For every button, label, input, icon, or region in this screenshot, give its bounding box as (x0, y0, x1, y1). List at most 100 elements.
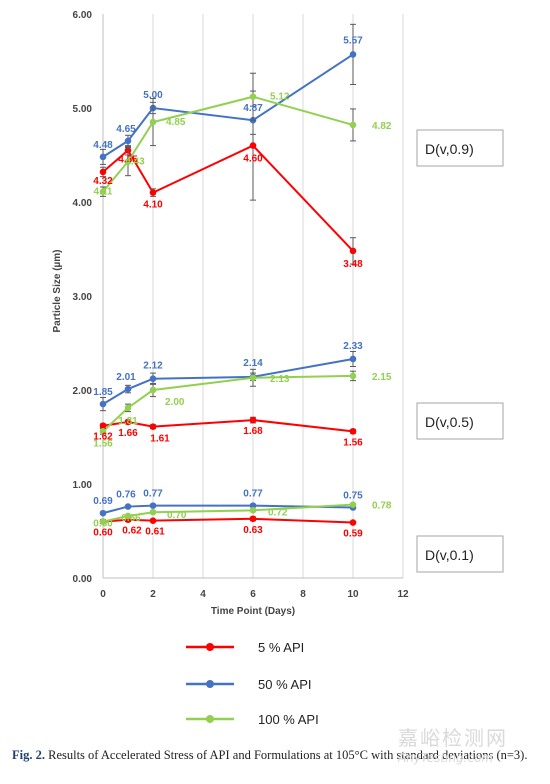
data-point (349, 519, 357, 526)
data-point (99, 422, 107, 430)
data-point (124, 418, 132, 426)
data-point (349, 355, 357, 363)
data-label: 2.13 (270, 374, 290, 385)
legend-swatch-marker (206, 680, 214, 688)
watermark-line1: 嘉峪检测网 (398, 726, 508, 750)
annotation-box (416, 535, 504, 573)
data-point (349, 51, 357, 58)
data-label: 2.15 (372, 372, 392, 383)
data-label: 0.66 (121, 513, 141, 524)
data-point (124, 512, 132, 520)
legend-swatch-marker (206, 643, 214, 651)
data-point (99, 188, 107, 195)
data-label: 0.60 (93, 528, 113, 539)
data-point (149, 517, 157, 524)
data-point (149, 118, 157, 126)
data-point (149, 375, 157, 383)
data-label: 4.43 (125, 157, 145, 168)
x-tick-label: 10 (347, 589, 359, 600)
data-label: 4.32 (93, 176, 113, 187)
caption-figure-number: Fig. 2. (12, 748, 45, 762)
y-tick-label: 1.00 (73, 480, 93, 491)
annotation-label: D(v,0.9) (425, 141, 474, 157)
data-label: 1.61 (150, 434, 170, 445)
data-point (99, 168, 107, 176)
annotation-box (416, 129, 504, 167)
data-point (99, 153, 107, 161)
data-label: 2.14 (243, 358, 263, 369)
data-point (99, 400, 107, 408)
data-label: 4.48 (93, 140, 113, 151)
data-point (99, 428, 107, 435)
data-point (249, 515, 257, 523)
x-tick-label: 0 (100, 589, 106, 600)
data-label: 4.65 (116, 124, 136, 135)
data-label: 4.60 (243, 154, 263, 165)
data-label: 0.63 (243, 525, 263, 536)
x-tick-label: 4 (200, 589, 206, 600)
data-label: 5.57 (343, 35, 363, 46)
watermark: 嘉峪检测网 AnyTesting.com (398, 722, 538, 765)
annotation-label: D(v,0.1) (425, 547, 474, 563)
data-point (349, 501, 357, 508)
y-tick-label: 2.00 (73, 386, 93, 397)
data-point (349, 121, 357, 129)
watermark-line2: AnyTesting.com (398, 751, 494, 765)
data-label: 0.76 (116, 490, 136, 501)
data-label: 0.59 (343, 529, 363, 540)
x-tick-label: 2 (150, 589, 156, 600)
x-tick-label: 12 (397, 589, 409, 600)
data-label: 0.77 (143, 489, 163, 500)
data-label: 2.12 (143, 361, 163, 372)
data-point (149, 508, 157, 516)
data-point (124, 404, 132, 412)
x-axis-title: Time Point (Days) (211, 606, 295, 617)
data-point (249, 142, 257, 149)
y-tick-label: 5.00 (73, 104, 93, 115)
data-point (349, 372, 357, 380)
data-label: 2.00 (165, 397, 185, 408)
data-label: 0.77 (243, 489, 263, 500)
data-label: 1.85 (93, 387, 113, 398)
data-label: 1.62 (93, 432, 113, 443)
data-point (149, 386, 157, 394)
data-label: 0.72 (268, 507, 288, 518)
data-label: 0.69 (93, 496, 113, 507)
legend: 5 % API 50 % API 100 % API (186, 640, 319, 727)
series-layer (99, 23, 357, 526)
annotation-label: D(v,0.5) (425, 414, 474, 430)
chart-area: 0 2 4 6 8 10 12 0.00 1.00 2.00 3.00 4.00 5.00 6.00 4… (52, 10, 504, 727)
data-label: 2.01 (116, 372, 136, 383)
data-label: 1.56 (343, 437, 363, 448)
data-label: 1.68 (243, 426, 263, 437)
data-label: 1.66 (118, 428, 138, 439)
data-point (149, 189, 157, 196)
data-label: 5.00 (143, 90, 163, 101)
x-tick-label: 6 (250, 589, 256, 600)
annotation-box (416, 402, 504, 440)
legend-label: 5 % API (258, 640, 304, 655)
data-label: 0.60 (93, 519, 113, 530)
data-label: 4.10 (143, 200, 163, 211)
data-labels-layer: 4.32 4.55 4.10 4.60 3.48 1.62 1.66 1.61 1.68 1.56… (93, 35, 392, 539)
series-line (102, 419, 354, 433)
data-label: 0.62 (122, 526, 142, 537)
data-label: 1.81 (118, 416, 138, 427)
data-label: 3.48 (343, 259, 363, 270)
data-point (149, 423, 157, 430)
data-point (124, 385, 132, 393)
annotation-boxes: D(v,0.9) D(v,0.5) D(v,0.1) (416, 129, 504, 573)
data-label: 0.70 (167, 510, 187, 521)
data-label: 4.85 (166, 117, 186, 128)
x-tick-label: 8 (300, 589, 306, 600)
data-point (99, 518, 107, 525)
legend-label: 50 % API (258, 677, 311, 692)
data-point (99, 509, 107, 517)
y-axis-title: Particle Size (µm) (52, 249, 63, 332)
data-label: 4.11 (94, 187, 113, 198)
axes (102, 14, 403, 579)
figure-caption: Fig. 2. Results of Accelerated Stress of… (12, 747, 540, 763)
x-tick-labels: 0 2 4 6 8 10 12 (100, 589, 409, 600)
data-label: 1.56 (93, 438, 113, 449)
legend-label: 100 % API (258, 712, 319, 727)
